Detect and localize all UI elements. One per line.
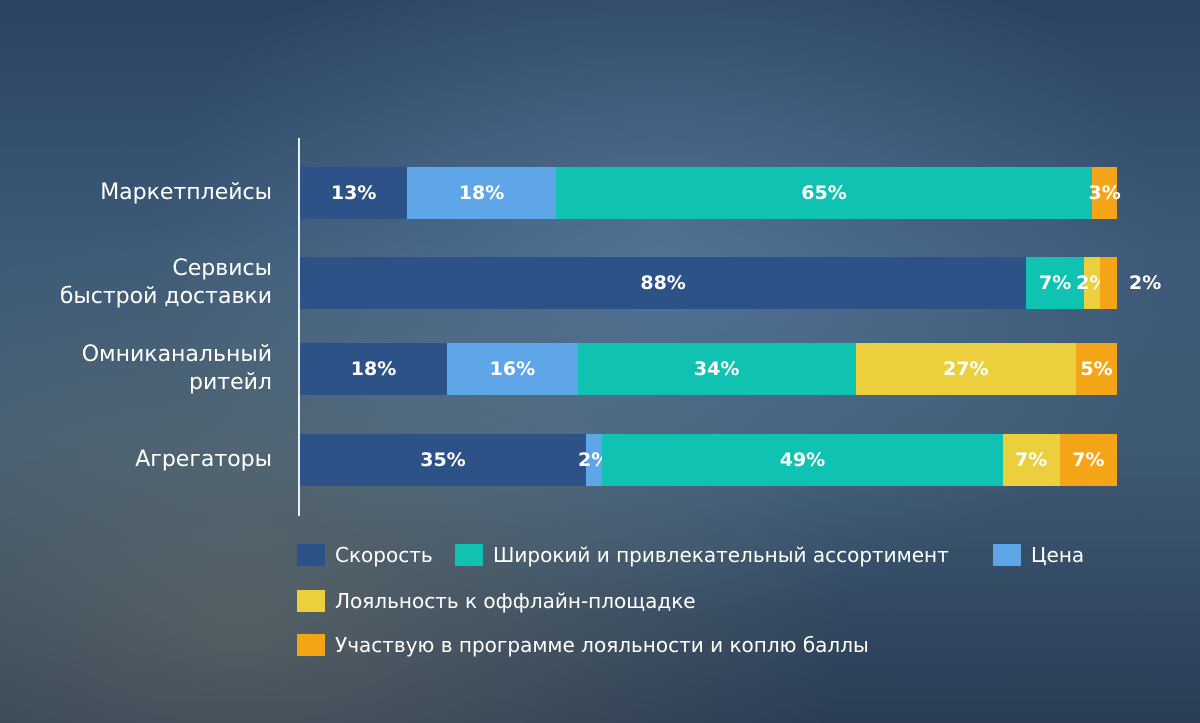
bar-segment: 7% [1059, 434, 1117, 486]
legend-label: Скорость [335, 543, 433, 567]
legend-swatch [297, 590, 325, 612]
bar-segment: 16% [447, 343, 578, 395]
bar-segment: 49% [602, 434, 1003, 486]
category-label: Агрегаторы [135, 447, 272, 472]
data-label: 34% [693, 358, 740, 380]
data-label: 18% [350, 358, 397, 380]
data-label: 2% [1128, 272, 1162, 294]
legend-item: Скорость [297, 543, 433, 567]
bar-segment: 2% [578, 434, 610, 486]
stacked-bar: 88% 7% 2% 2% [300, 257, 1161, 309]
data-label: 13% [330, 182, 377, 204]
data-label: 5% [1080, 358, 1113, 380]
data-label: 3% [1088, 182, 1121, 204]
data-label: 49% [779, 449, 826, 471]
data-label: 2% [1076, 272, 1109, 294]
category-label: Маркетплейсы [100, 180, 272, 205]
data-label: 18% [458, 182, 505, 204]
data-label: 7% [1072, 449, 1105, 471]
legend-item: Лояльность к оффлайн-площадке [297, 589, 696, 613]
data-label: 88% [640, 272, 686, 294]
stacked-bar: 13% 18% 65% 3% [300, 167, 1121, 219]
data-label: 7% [1015, 449, 1048, 471]
legend-label: Участвую в программе лояльности и коплю … [335, 633, 869, 657]
legend-label: Цена [1031, 543, 1085, 567]
bar-segment: 65% [555, 167, 1093, 219]
legend-swatch [297, 544, 325, 566]
bar-segment: 13% [300, 167, 408, 219]
legend-swatch [993, 544, 1021, 566]
bar-segment: 18% [300, 343, 448, 395]
bar-segment: 2% [1076, 257, 1108, 309]
legend-item: Цена [993, 543, 1084, 567]
legend-swatch [297, 634, 325, 656]
bar-segment: 7% [1002, 434, 1060, 486]
data-label: 2% [577, 449, 611, 471]
bar-segment: 7% [1026, 257, 1084, 309]
bar-segment: 18% [407, 167, 556, 219]
legend-label: Лояльность к оффлайн-площадке [335, 589, 696, 613]
data-label: 7% [1038, 272, 1072, 294]
stacked-bar: 35% 2% 49% 7% 7% [300, 434, 1117, 486]
bar-segment: 5% [1076, 343, 1117, 395]
bar-segment: 27% [855, 343, 1077, 395]
legend-item: Широкий и привлекательный ассортимент [455, 543, 949, 567]
data-label: 65% [801, 182, 847, 204]
legend-item: Участвую в программе лояльности и коплю … [297, 633, 869, 657]
category-label: Сервисы быстрой доставки [59, 256, 272, 309]
bar-segment: 2% [1100, 257, 1161, 309]
legend-label: Широкий и привлекательный ассортимент [493, 543, 949, 567]
stacked-bar: 18% 16% 34% 27% 5% [300, 343, 1117, 395]
category-axis-line [298, 138, 300, 516]
data-label: 35% [420, 449, 466, 471]
data-label: 16% [489, 358, 536, 380]
bar-segment: 88% [300, 257, 1027, 309]
bar-segment: 3% [1088, 167, 1121, 219]
bar-segment: 34% [577, 343, 856, 395]
category-label: Омниканальный ритейл [81, 342, 272, 395]
bar-segment: 35% [300, 434, 586, 486]
legend-swatch [455, 544, 483, 566]
data-label: 27% [943, 358, 989, 380]
